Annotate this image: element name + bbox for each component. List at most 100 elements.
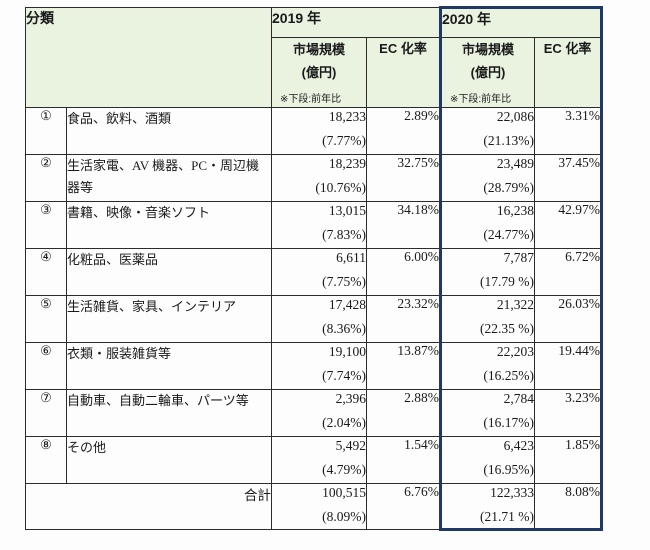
market-size-2020: 23,489 (28.79%) <box>439 154 536 202</box>
market-size-value: 2,784 <box>503 391 535 406</box>
total-ec-rate-2019: 6.76% <box>365 483 442 530</box>
header-sub-row: 市場規模 (億円) ※下段:前年比 EC 化率 市場規模 (億円) ※下段:前年… <box>26 37 604 108</box>
table-row: ⑦ 自動車、自動二輪車、パーツ等 2,396 (2.04%) 2.88% 2,784 (16… <box>25 389 604 437</box>
market-size-value: 7,787 <box>503 250 535 265</box>
year-2019-header: 2019 年 <box>270 7 442 38</box>
yoy-value: (16.17%) <box>483 415 535 430</box>
yoy-value: (17.79 %) <box>480 274 535 289</box>
classification-header: 分類 <box>25 7 272 108</box>
market-size-label: 市場規模 <box>462 42 515 57</box>
total-market-size-2020: 122,333 (21.71 %) <box>439 483 536 531</box>
table-row: ④ 化粧品、医薬品 6,611 (7.75%) 6.00% 7,787 (17.79 %) 6… <box>25 248 604 296</box>
category-name: 食品、飲料、酒類 <box>66 107 272 155</box>
market-size-2019: 19,100 (7.74%) <box>271 342 367 390</box>
row-number: ⑧ <box>25 436 67 484</box>
market-size-2019: 18,233 (7.77%) <box>271 107 367 155</box>
market-size-2019: 6,611 (7.75%) <box>271 248 367 296</box>
header-year-row: 分類 2019 年 2020 年 <box>25 6 604 108</box>
yoy-value: (22.35 %) <box>480 321 535 336</box>
market-size-value: 13,015 <box>328 203 366 218</box>
market-size-2019: 17,428 (8.36%) <box>271 295 367 343</box>
yoy-value: (21.71 %) <box>480 509 535 524</box>
yoy-value: (16.95%) <box>483 462 535 477</box>
ec-rate-2020: 26.03% <box>534 295 604 343</box>
yoy-value: (10.76%) <box>315 180 366 195</box>
market-size-2020: 22,086 (21.13%) <box>439 107 536 155</box>
yoy-value: (7.77%) <box>322 133 366 148</box>
market-size-value: 16,238 <box>496 203 535 218</box>
ec-rate-2019-header: EC 化率 <box>365 37 442 108</box>
category-name: 生活雑貨、家具、インテリア <box>66 295 272 343</box>
table-row: ⑥ 衣類・服装雑貨等 19,100 (7.74%) 13.87% 22,203 (16.25… <box>25 342 604 390</box>
market-size-value: 100,515 <box>322 485 366 500</box>
ec-rate-2019: 13.87% <box>365 342 442 390</box>
market-size-2020: 16,238 (24.77%) <box>439 201 536 249</box>
ec-rate-2020: 1.85% <box>534 436 604 484</box>
ec-rate-2020: 37.45% <box>534 154 604 202</box>
ec-rate-2020: 19.44% <box>534 342 604 390</box>
ec-rate-2019: 32.75% <box>365 154 442 202</box>
row-number: ⑦ <box>25 389 67 437</box>
market-size-value: 21,322 <box>496 297 535 312</box>
market-size-2020: 21,322 (22.35 %) <box>439 295 536 343</box>
category-name: 化粧品、医薬品 <box>66 248 272 296</box>
ec-rate-2019: 1.54% <box>365 436 442 484</box>
market-size-value: 23,489 <box>496 156 535 171</box>
yoy-note: ※下段:前年比 <box>280 94 342 105</box>
total-row: 合計 100,515 (8.09%) 6.76% 122,333 (21.71 … <box>25 483 604 531</box>
market-size-2019: 13,015 (7.83%) <box>271 201 367 249</box>
yoy-value: (7.83%) <box>322 227 366 242</box>
yoy-value: (4.79%) <box>322 462 366 477</box>
market-size-value: 6,611 <box>336 250 366 265</box>
ec-rate-2020: 42.97% <box>534 201 604 249</box>
market-size-2020: 6,423 (16.95%) <box>439 436 536 484</box>
category-name: その他 <box>66 436 272 484</box>
market-size-value: 22,203 <box>496 344 535 359</box>
market-size-2019-header: 市場規模 (億円) ※下段:前年比 <box>271 37 367 108</box>
ec-rate-2020-header: EC 化率 <box>534 37 604 108</box>
market-size-2019: 2,396 (2.04%) <box>271 389 367 437</box>
category-name: 自動車、自動二輪車、パーツ等 <box>66 389 272 437</box>
ec-rate-2020: 3.31% <box>534 107 604 155</box>
yoy-value: (21.13%) <box>483 133 535 148</box>
ec-market-table: 分類 2019 年 2020 年 市場規模 (億円) ※下段:前年比 EC 化率… <box>25 6 604 531</box>
total-market-size-2019: 100,515 (8.09%) <box>271 483 367 530</box>
market-size-2019: 18,239 (10.76%) <box>271 154 367 202</box>
market-size-value: 2,396 <box>335 391 366 406</box>
yoy-value: (8.36%) <box>322 321 366 336</box>
category-name: 衣類・服装雑貨等 <box>66 342 272 390</box>
market-size-value: 122,333 <box>490 485 535 500</box>
market-size-2019: 5,492 (4.79%) <box>271 436 367 484</box>
row-number: ③ <box>25 201 67 249</box>
market-size-value: 5,492 <box>335 438 366 453</box>
year-2020-header: 2020 年 <box>439 6 604 38</box>
yoy-value: (16.25%) <box>483 368 535 383</box>
market-size-value: 18,239 <box>328 156 366 171</box>
ec-rate-2019: 34.18% <box>365 201 442 249</box>
market-size-label: 市場規模 <box>292 42 345 57</box>
market-size-value: 19,100 <box>328 344 366 359</box>
market-size-2020: 22,203 (16.25%) <box>439 342 536 390</box>
table-row: ⑤ 生活雑貨、家具、インテリア 17,428 (8.36%) 23.32% 21,322 (… <box>25 295 604 343</box>
yoy-value: (28.79%) <box>483 180 535 195</box>
row-number: ① <box>25 107 67 155</box>
market-size-value: 6,423 <box>503 438 535 453</box>
ec-rate-2019: 2.88% <box>365 389 442 437</box>
row-number: ④ <box>25 248 67 296</box>
row-number: ② <box>25 154 67 202</box>
yoy-value: (7.75%) <box>322 274 366 289</box>
yoy-value: (8.09%) <box>322 509 366 524</box>
market-size-value: 22,086 <box>496 109 535 124</box>
ec-rate-2020: 6.72% <box>534 248 604 296</box>
ec-rate-2019: 6.00% <box>365 248 442 296</box>
table-row: ① 食品、飲料、酒類 18,233 (7.77%) 2.89% 22,086 (21.13%… <box>25 107 604 155</box>
total-label: 合計 <box>25 483 272 530</box>
ec-rate-2019: 23.32% <box>365 295 442 343</box>
table-body: ① 食品、飲料、酒類 18,233 (7.77%) 2.89% 22,086 (21.13%… <box>25 107 604 484</box>
category-name: 生活家電、AV 機器、PC・周辺機器等 <box>66 154 272 202</box>
yoy-value: (2.04%) <box>322 415 366 430</box>
row-number: ⑥ <box>25 342 67 390</box>
ec-rate-2019: 2.89% <box>365 107 442 155</box>
market-size-2020: 7,787 (17.79 %) <box>439 248 536 296</box>
